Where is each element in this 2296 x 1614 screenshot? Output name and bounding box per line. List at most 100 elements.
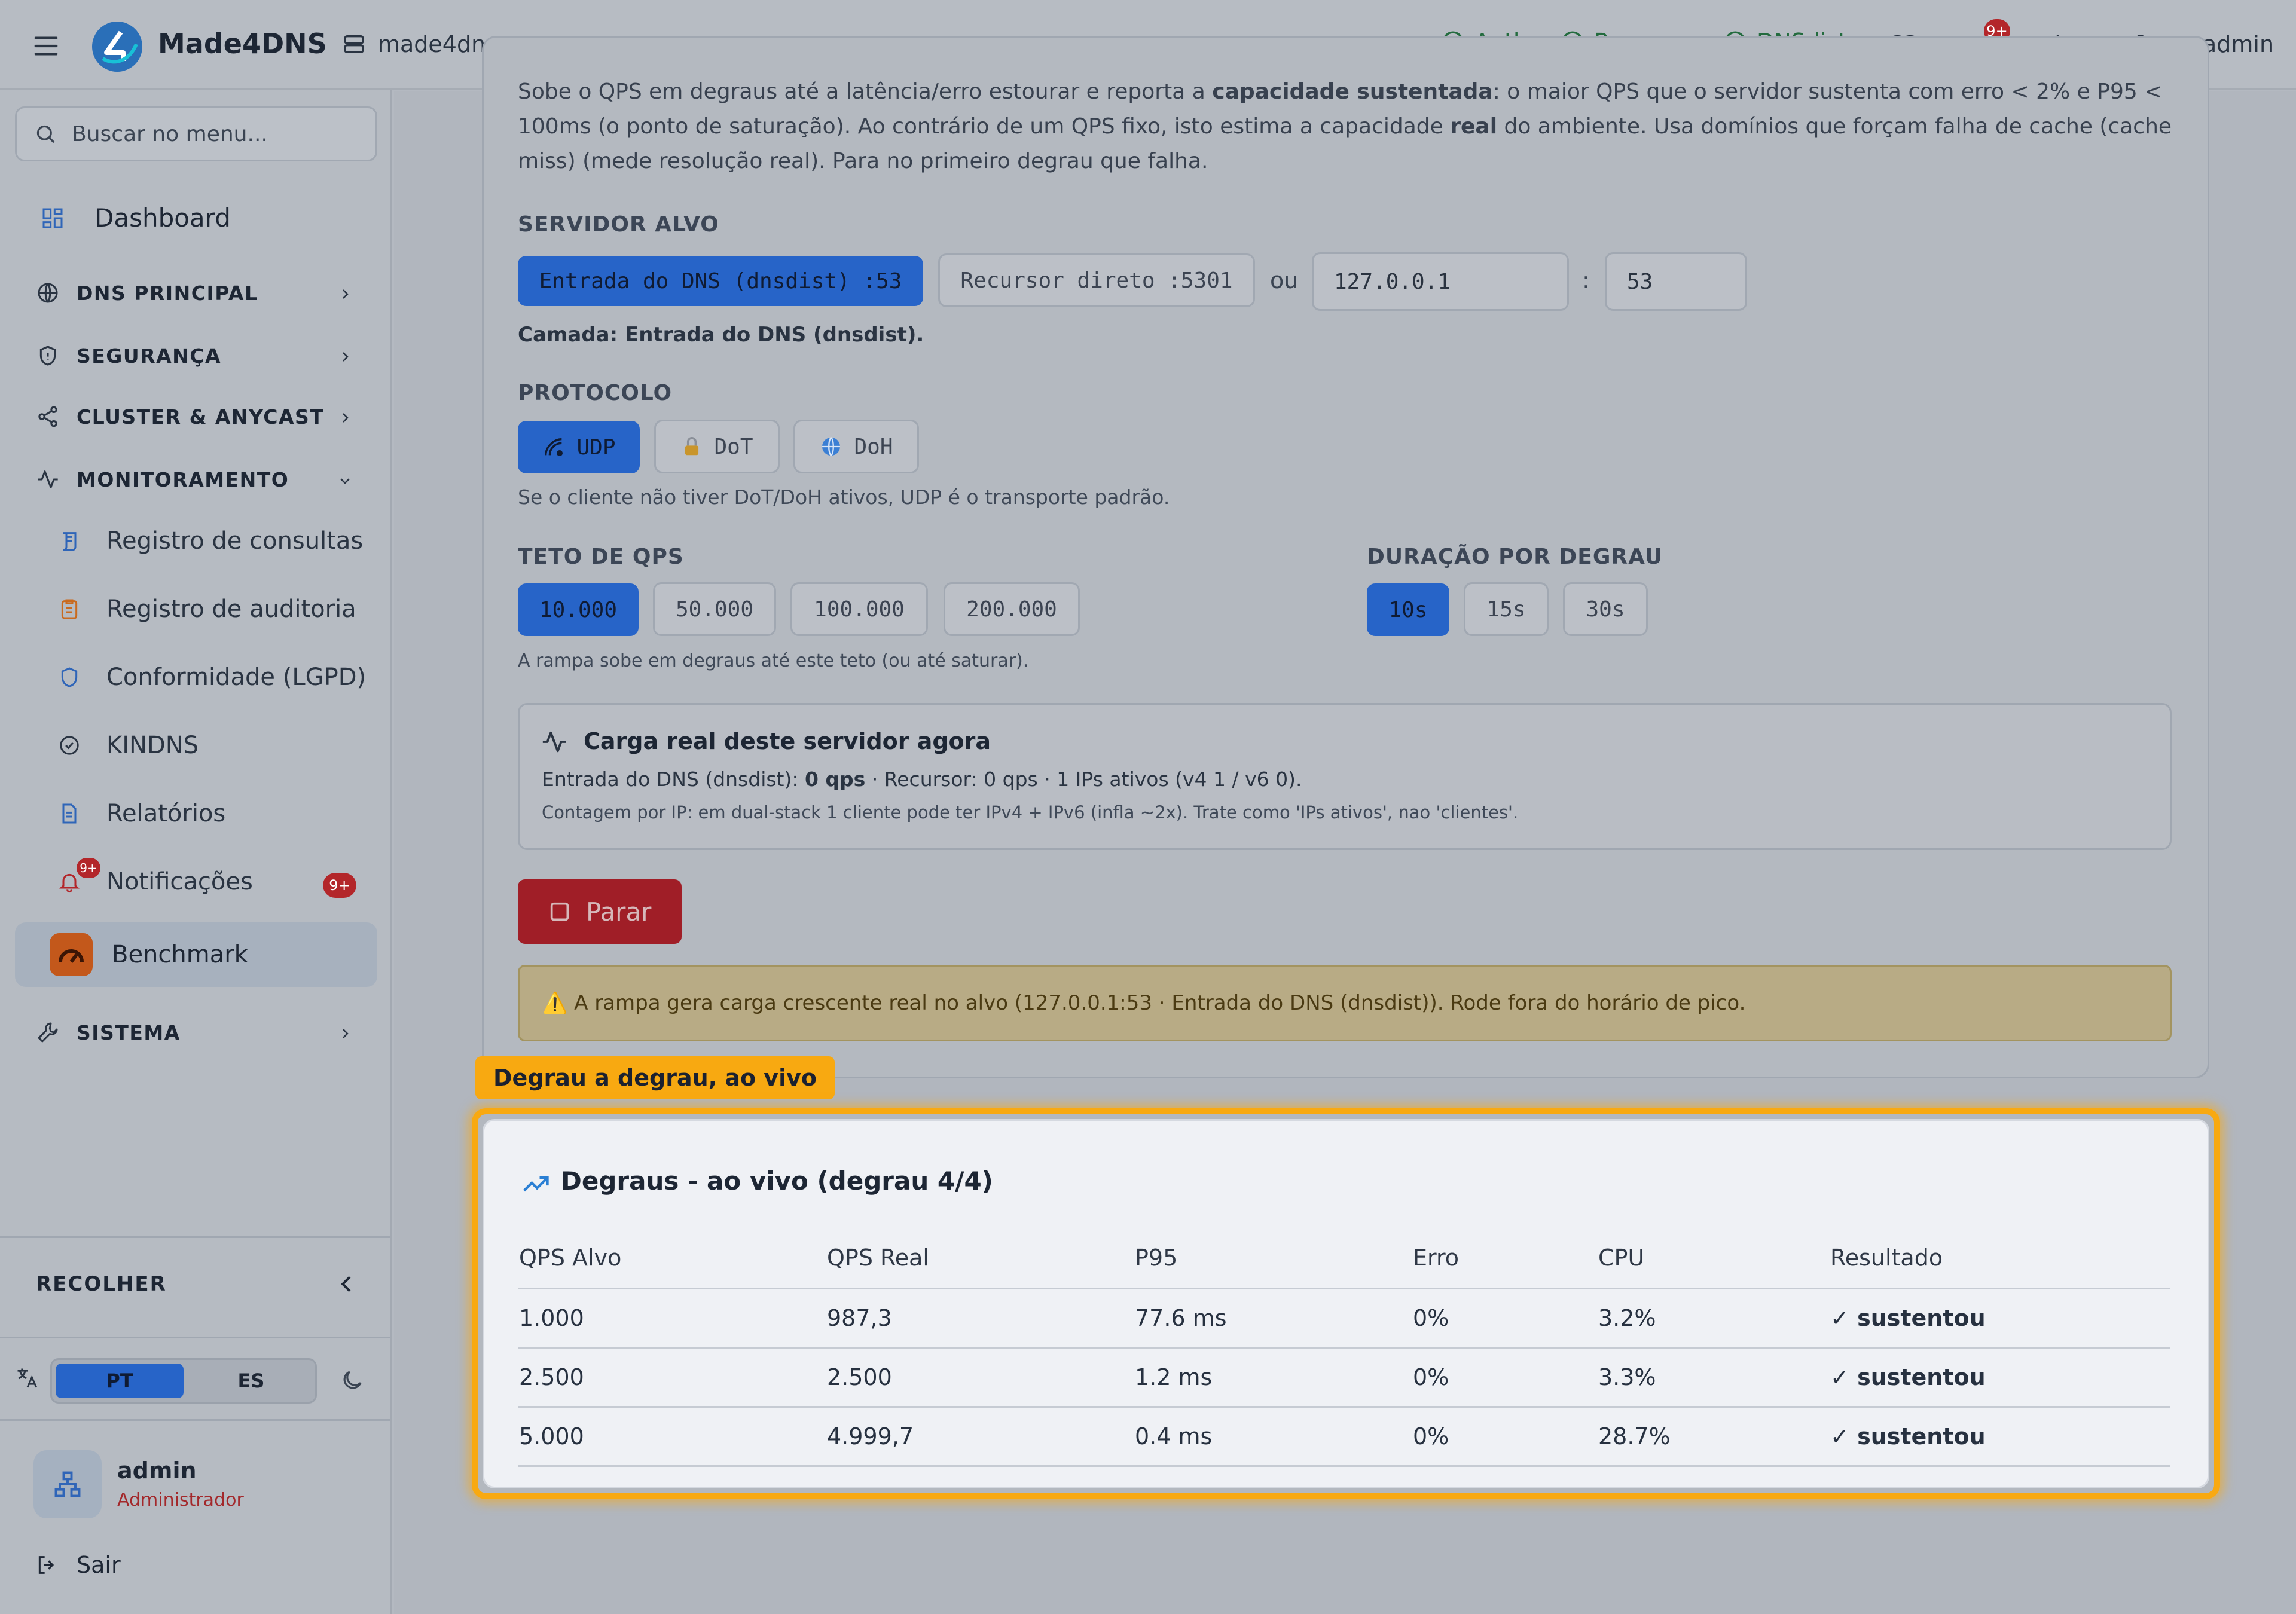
server-icon (342, 32, 366, 56)
satellite-icon (542, 435, 566, 459)
sidebar-item-dashboard-label: Dashboard (94, 203, 231, 233)
sidebar-item-notificacoes[interactable]: Notificações (57, 868, 253, 895)
qps-ceiling-10000[interactable]: 10.000 (518, 583, 639, 636)
globe-icon (36, 281, 60, 305)
avatar (33, 1450, 102, 1518)
lang-pt-button[interactable]: PT (56, 1364, 184, 1398)
sidebar-item-label: Registro de auditoria (106, 595, 356, 623)
target-recursor-button[interactable]: Recursor direto :5301 (938, 253, 1255, 307)
qps-ceiling-hint: A rampa sobe em degraus até este teto (o… (518, 650, 1029, 671)
protocol-dot-button[interactable]: DoT (654, 420, 780, 473)
protocol-udp-button[interactable]: UDP (518, 421, 640, 473)
app-name: Made4DNS (158, 27, 327, 60)
warning-text: ⚠️ A rampa gera carga crescente real no … (542, 991, 1746, 1015)
qps-ceiling-50000[interactable]: 50.000 (653, 582, 776, 636)
protocol-doh-button[interactable]: DoH (793, 420, 919, 473)
cell-p95: 1.2 ms (1134, 1347, 1412, 1408)
chevron-right-icon (338, 1026, 352, 1041)
qps-ceiling-100000[interactable]: 100.000 (790, 582, 928, 636)
benchmark-description: Sobe o QPS em degraus até a latência/err… (518, 80, 2172, 173)
table-header-row: QPS Alvo QPS Real P95 Erro CPU Resultado (518, 1228, 2170, 1289)
qps-ceiling-200000[interactable]: 200.000 (944, 582, 1080, 636)
chevron-right-icon (338, 350, 352, 364)
search-icon (33, 122, 57, 146)
gauge-icon (50, 933, 93, 976)
shield-icon (57, 665, 81, 689)
file-text-icon (57, 802, 81, 826)
current-load-note: Contagem por IP: em dual-stack 1 cliente… (542, 802, 1519, 823)
sidebar-divider (0, 1337, 390, 1338)
cell-p95: 0.4 ms (1134, 1407, 1412, 1467)
chevron-left-icon (335, 1272, 359, 1296)
protocol-hint: Se o cliente não tiver DoT/DoH ativos, U… (518, 485, 1170, 509)
col-resultado: Resultado (1829, 1228, 2170, 1289)
sidebar-item-registro-auditoria[interactable]: Registro de auditoria (57, 595, 356, 623)
current-load-stats: Entrada do DNS (dnsdist): 0 qps · Recurs… (542, 768, 1302, 791)
sidebar-group-seguranca-label: SEGURANÇA (77, 344, 222, 368)
wrench-icon (36, 1020, 60, 1044)
sidebar-group-dns[interactable]: DNS PRINCIPAL (36, 281, 258, 305)
sidebar-group-seguranca[interactable]: SEGURANÇA (36, 344, 221, 368)
cell-resultado: ✓ sustentou (1829, 1288, 2170, 1349)
sidebar-group-cluster[interactable]: CLUSTER & ANYCAST (36, 405, 324, 429)
cell-resultado: ✓ sustentou (1829, 1347, 2170, 1408)
collapse-label: RECOLHER (36, 1272, 167, 1296)
sidebar-divider (0, 1419, 390, 1421)
bell-icon (57, 870, 81, 894)
sidebar-item-lgpd[interactable]: Conformidade (LGPD) (57, 664, 366, 691)
cell-qps-real: 2.500 (826, 1347, 1134, 1408)
sidebar-group-sistema[interactable]: SISTEMA (36, 1020, 181, 1044)
collapse-sidebar[interactable]: RECOLHER (36, 1272, 359, 1296)
sidebar-group-monitoramento[interactable]: MONITORAMENTO (36, 467, 289, 491)
search-input[interactable]: Buscar no menu... (72, 121, 268, 146)
sidebar-group-monitoramento-label: MONITORAMENTO (77, 467, 289, 491)
lang-es-button[interactable]: ES (237, 1370, 265, 1392)
ip-input[interactable]: 127.0.0.1 (1312, 252, 1569, 311)
moon-icon[interactable] (340, 1368, 365, 1393)
protocol-udp-label: UDP (576, 435, 616, 460)
qps-ceiling-label: TETO DE QPS (518, 545, 684, 569)
port-input[interactable]: 53 (1605, 252, 1747, 311)
table-row: 1.000 987,3 77.6 ms 0% 3.2% ✓ sustentou (518, 1288, 2170, 1349)
app-logo (91, 20, 144, 73)
sidebar-item-label: Relatórios (106, 800, 226, 827)
target-dnsdist-button[interactable]: Entrada do DNS (dnsdist) :53 (518, 256, 923, 306)
cell-resultado: ✓ sustentou (1829, 1407, 2170, 1467)
live-steps-title: Degraus - ao vivo (degrau 4/4) (561, 1166, 993, 1196)
trending-up-icon (520, 1169, 551, 1200)
logout-icon (35, 1553, 59, 1577)
stop-button[interactable]: Parar (518, 879, 682, 944)
col-erro: Erro (1412, 1228, 1597, 1289)
sidebar: Buscar no menu... Dashboard DNS PRINCIPA… (0, 90, 392, 1614)
sidebar-item-registro-consultas[interactable]: Registro de consultas (57, 527, 363, 555)
col-qps-alvo: QPS Alvo (518, 1228, 826, 1289)
lock-icon (680, 435, 703, 458)
sidebar-item-label: Conformidade (LGPD) (106, 664, 367, 691)
layer-note: Camada: Entrada do DNS (dnsdist). (518, 323, 924, 347)
notification-badge: 9+ (77, 858, 100, 878)
sidebar-search[interactable]: Buscar no menu... (15, 106, 377, 161)
logout-button[interactable]: Sair (35, 1552, 121, 1578)
col-cpu: CPU (1597, 1228, 1829, 1289)
sidebar-item-relatorios[interactable]: Relatórios (57, 800, 225, 827)
cell-qps-real: 987,3 (826, 1288, 1134, 1349)
live-steps-card: Degraus - ao vivo (degrau 4/4) QPS Alvo … (483, 1119, 2209, 1488)
cell-qps-alvo: 1.000 (518, 1288, 826, 1349)
logout-label: Sair (77, 1552, 121, 1578)
sidebar-item-dashboard[interactable]: Dashboard (41, 203, 231, 233)
duration-30s[interactable]: 30s (1563, 582, 1648, 636)
hamburger-menu-icon[interactable] (31, 32, 61, 60)
sidebar-group-dns-label: DNS PRINCIPAL (77, 281, 258, 305)
duration-15s[interactable]: 15s (1464, 582, 1549, 636)
user-role: Administrador (117, 1490, 244, 1511)
header-username[interactable]: admin (2203, 31, 2274, 57)
steps-table: QPS Alvo QPS Real P95 Erro CPU Resultado… (518, 1228, 2170, 1467)
globe-icon (819, 435, 843, 458)
protocol-dot-label: DoT (714, 434, 753, 459)
protocol-section-label: PROTOCOLO (518, 381, 673, 405)
sidebar-item-kindns[interactable]: KINDNS (57, 732, 199, 759)
scroll-icon (57, 529, 81, 553)
sidebar-item-benchmark[interactable]: Benchmark (15, 922, 377, 987)
grid-icon (41, 206, 65, 230)
duration-10s[interactable]: 10s (1367, 583, 1449, 636)
